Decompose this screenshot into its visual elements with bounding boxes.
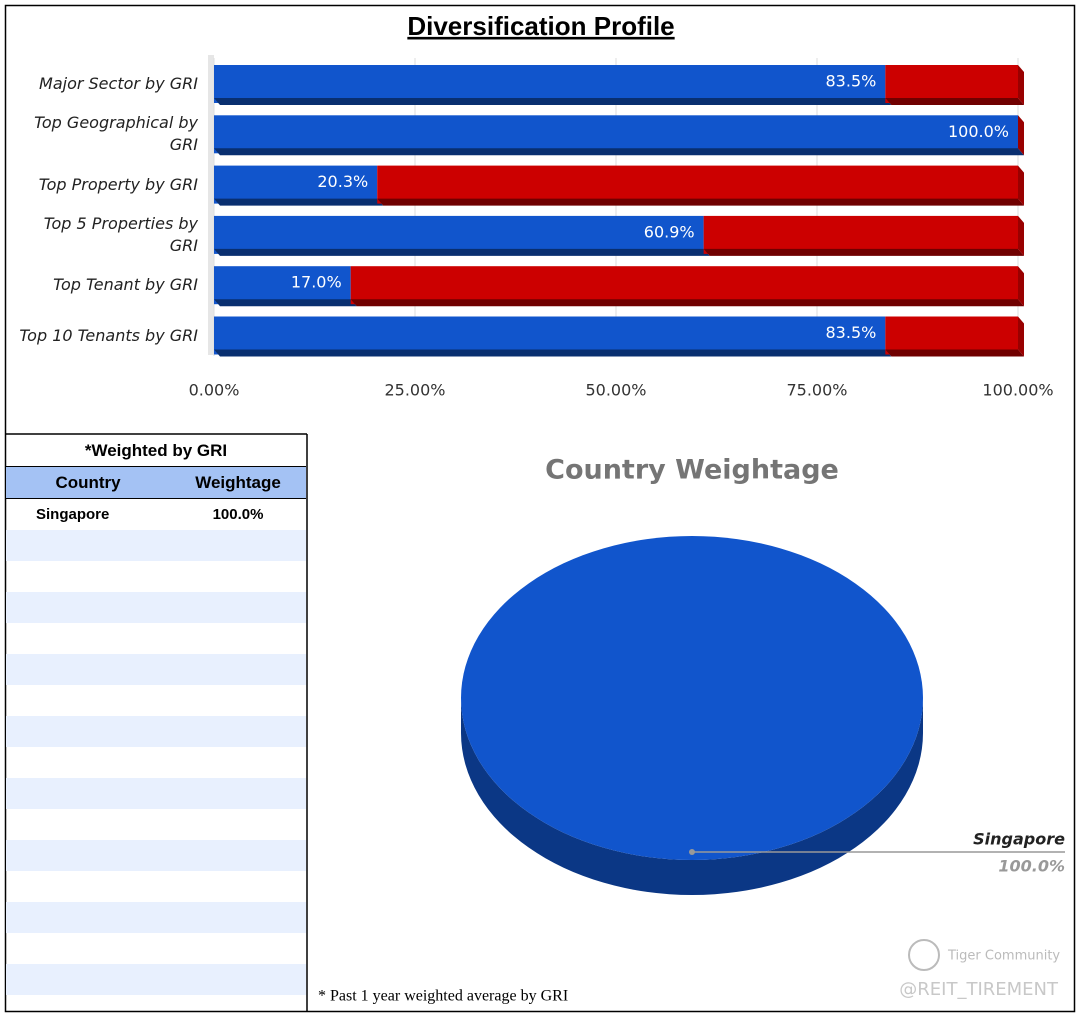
empty-cell: [6, 561, 170, 592]
data-label: 100.0%: [948, 122, 1009, 141]
empty-cell: [6, 623, 170, 654]
data-label: 83.5%: [826, 323, 877, 342]
empty-cell: [170, 809, 306, 840]
bar-segment: [703, 215, 1018, 254]
x-tick-label: 100.00%: [982, 381, 1053, 400]
table-cell: Singapore: [36, 506, 110, 523]
empty-cell: [6, 902, 171, 933]
bar-shadow: [214, 248, 710, 256]
data-label: 60.9%: [644, 222, 695, 241]
table-cell: 100.0%: [212, 506, 264, 523]
x-tick-label: 25.00%: [384, 381, 445, 400]
footnote: * Past 1 year weighted average by GRI: [318, 988, 568, 1005]
empty-cell: [170, 530, 306, 561]
empty-cell: [170, 623, 306, 654]
bar-shadow: [885, 349, 1024, 357]
bar-shadow: [703, 248, 1024, 256]
bar-segment: [214, 316, 886, 355]
bar-shadow: [214, 349, 892, 357]
empty-cell: [6, 809, 170, 840]
x-tick-label: 50.00%: [585, 381, 646, 400]
pie-title: Country Weightage: [545, 455, 839, 486]
empty-cell: [170, 840, 306, 871]
bar-end: [1018, 115, 1024, 156]
bar-shadow: [214, 148, 1024, 156]
table-title: *Weighted by GRI: [6, 435, 306, 467]
empty-cell: [170, 654, 306, 685]
empty-cell: [6, 747, 170, 778]
data-label: 20.3%: [317, 172, 368, 191]
watermark-brand: Tiger Community: [947, 949, 1060, 964]
bar-shadow: [350, 299, 1024, 307]
category-label: Top Property by GRI: [38, 174, 198, 194]
bar-end: [1018, 266, 1024, 307]
empty-cell: [6, 685, 170, 716]
empty-cell: [170, 685, 306, 716]
empty-cell: [6, 654, 171, 685]
empty-cell: [6, 716, 171, 747]
slice-value: 100.0%: [998, 857, 1065, 876]
empty-cell: [170, 871, 306, 902]
table-header: Weightage: [170, 466, 306, 499]
bar-segment: [214, 115, 1018, 154]
category-label: Top 5 Properties by GRI: [43, 213, 198, 255]
watermark-logo: [908, 939, 940, 971]
empty-cell: [170, 561, 306, 592]
bar-shadow: [214, 98, 892, 105]
slice-label: Singapore: [973, 830, 1065, 849]
bar-end: [1018, 65, 1024, 105]
pie-side: [461, 698, 923, 895]
bar-shadow: [377, 198, 1024, 206]
empty-cell: [170, 902, 306, 933]
empty-cell: [170, 964, 306, 995]
bar-segment: [350, 266, 1018, 305]
bar-shadow: [885, 98, 1024, 105]
x-tick-label: 75.00%: [786, 381, 847, 400]
empty-cell: [170, 778, 306, 809]
bar-segment: [885, 65, 1018, 103]
empty-cell: [6, 871, 170, 902]
bar-segment: [214, 65, 886, 103]
empty-cell: [170, 716, 306, 747]
data-label: 17.0%: [291, 273, 342, 292]
bar-end: [1018, 316, 1024, 357]
back-wall: [208, 55, 214, 355]
watermark-handle: @REIT_TIREMENT: [899, 979, 1059, 1000]
pie-slice: [461, 536, 923, 860]
bar-segment: [377, 165, 1018, 204]
category-label: Top 10 Tenants by GRI: [19, 325, 198, 345]
bar-segment: [214, 215, 704, 254]
table-header: Country: [6, 466, 171, 499]
empty-cell: [6, 778, 171, 809]
bar-shadow: [214, 198, 384, 206]
bar-segment: [214, 266, 351, 305]
bar-segment: [214, 165, 378, 204]
empty-cell: [170, 933, 306, 964]
x-tick-label: 0.00%: [189, 381, 240, 400]
bar-segment: [885, 316, 1018, 355]
empty-cell: [6, 933, 170, 964]
data-label: 83.5%: [826, 72, 877, 91]
category-label: Top Tenant by GRI: [53, 275, 198, 295]
bar-end: [1018, 165, 1024, 206]
weight-table: *Weighted by GRI Country Weightage Singap…: [6, 435, 306, 995]
empty-cell: [170, 592, 306, 623]
empty-cell: [6, 530, 171, 561]
empty-cell: [170, 747, 306, 778]
empty-cell: [6, 592, 171, 623]
category-label: Major Sector by GRI: [39, 74, 198, 93]
category-label: Top Geographical by GRI: [34, 113, 198, 155]
bar-shadow: [214, 299, 357, 307]
empty-cell: [6, 964, 171, 995]
frame: [4, 4, 1076, 1013]
bar-end: [1018, 215, 1024, 256]
chart-title: Diversification Profile: [407, 11, 674, 41]
empty-cell: [6, 840, 171, 871]
